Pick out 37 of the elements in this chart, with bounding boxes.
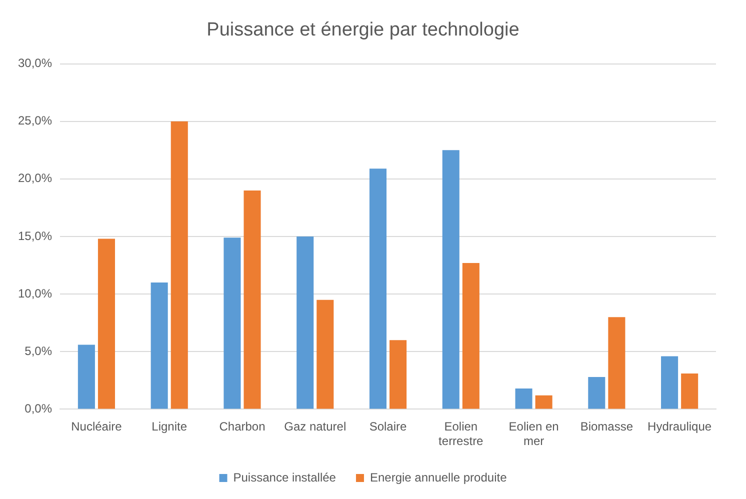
x-tick-label: Gaz naturel (284, 420, 346, 434)
bar (608, 317, 626, 409)
bar (535, 395, 552, 409)
bar (390, 340, 407, 409)
y-tick-label: 20,0% (18, 171, 52, 186)
bar (150, 282, 168, 409)
x-tick-label: Biomasse (580, 420, 634, 434)
y-tick-label: 25,0% (18, 114, 52, 128)
x-tick-label: Eolien terrestre (438, 420, 484, 448)
bar (296, 236, 314, 409)
bar (98, 238, 116, 409)
bar (462, 262, 480, 409)
y-tick-label: 0,0% (24, 402, 52, 416)
x-tick-label: Nucléaire (71, 420, 122, 434)
legend-label: Energie annuelle produite (370, 470, 508, 484)
bar (681, 374, 698, 409)
bar (316, 300, 334, 409)
bar (588, 376, 606, 409)
y-tick-label: 15,0% (18, 228, 52, 243)
bar (78, 344, 95, 409)
legend-label: Puissance installée (233, 470, 336, 484)
x-tick-label: Eolien en mer (508, 420, 559, 448)
bar (224, 238, 241, 409)
bar (442, 150, 460, 409)
bar (515, 388, 532, 409)
x-tick-label: Charbon (219, 420, 266, 434)
y-tick-label: 30,0% (18, 56, 52, 70)
bar (369, 168, 387, 409)
chart-title: Puissance et énergie par technologie (206, 20, 520, 41)
bar (170, 121, 188, 409)
bar (244, 190, 261, 409)
bar (661, 356, 678, 409)
y-tick-label: 5,0% (24, 344, 52, 358)
y-tick-label: 10,0% (18, 286, 52, 300)
x-tick-label: Solaire (369, 420, 408, 434)
x-tick-label: Hydraulique (648, 420, 712, 434)
x-tick-label: Lignite (152, 420, 188, 434)
